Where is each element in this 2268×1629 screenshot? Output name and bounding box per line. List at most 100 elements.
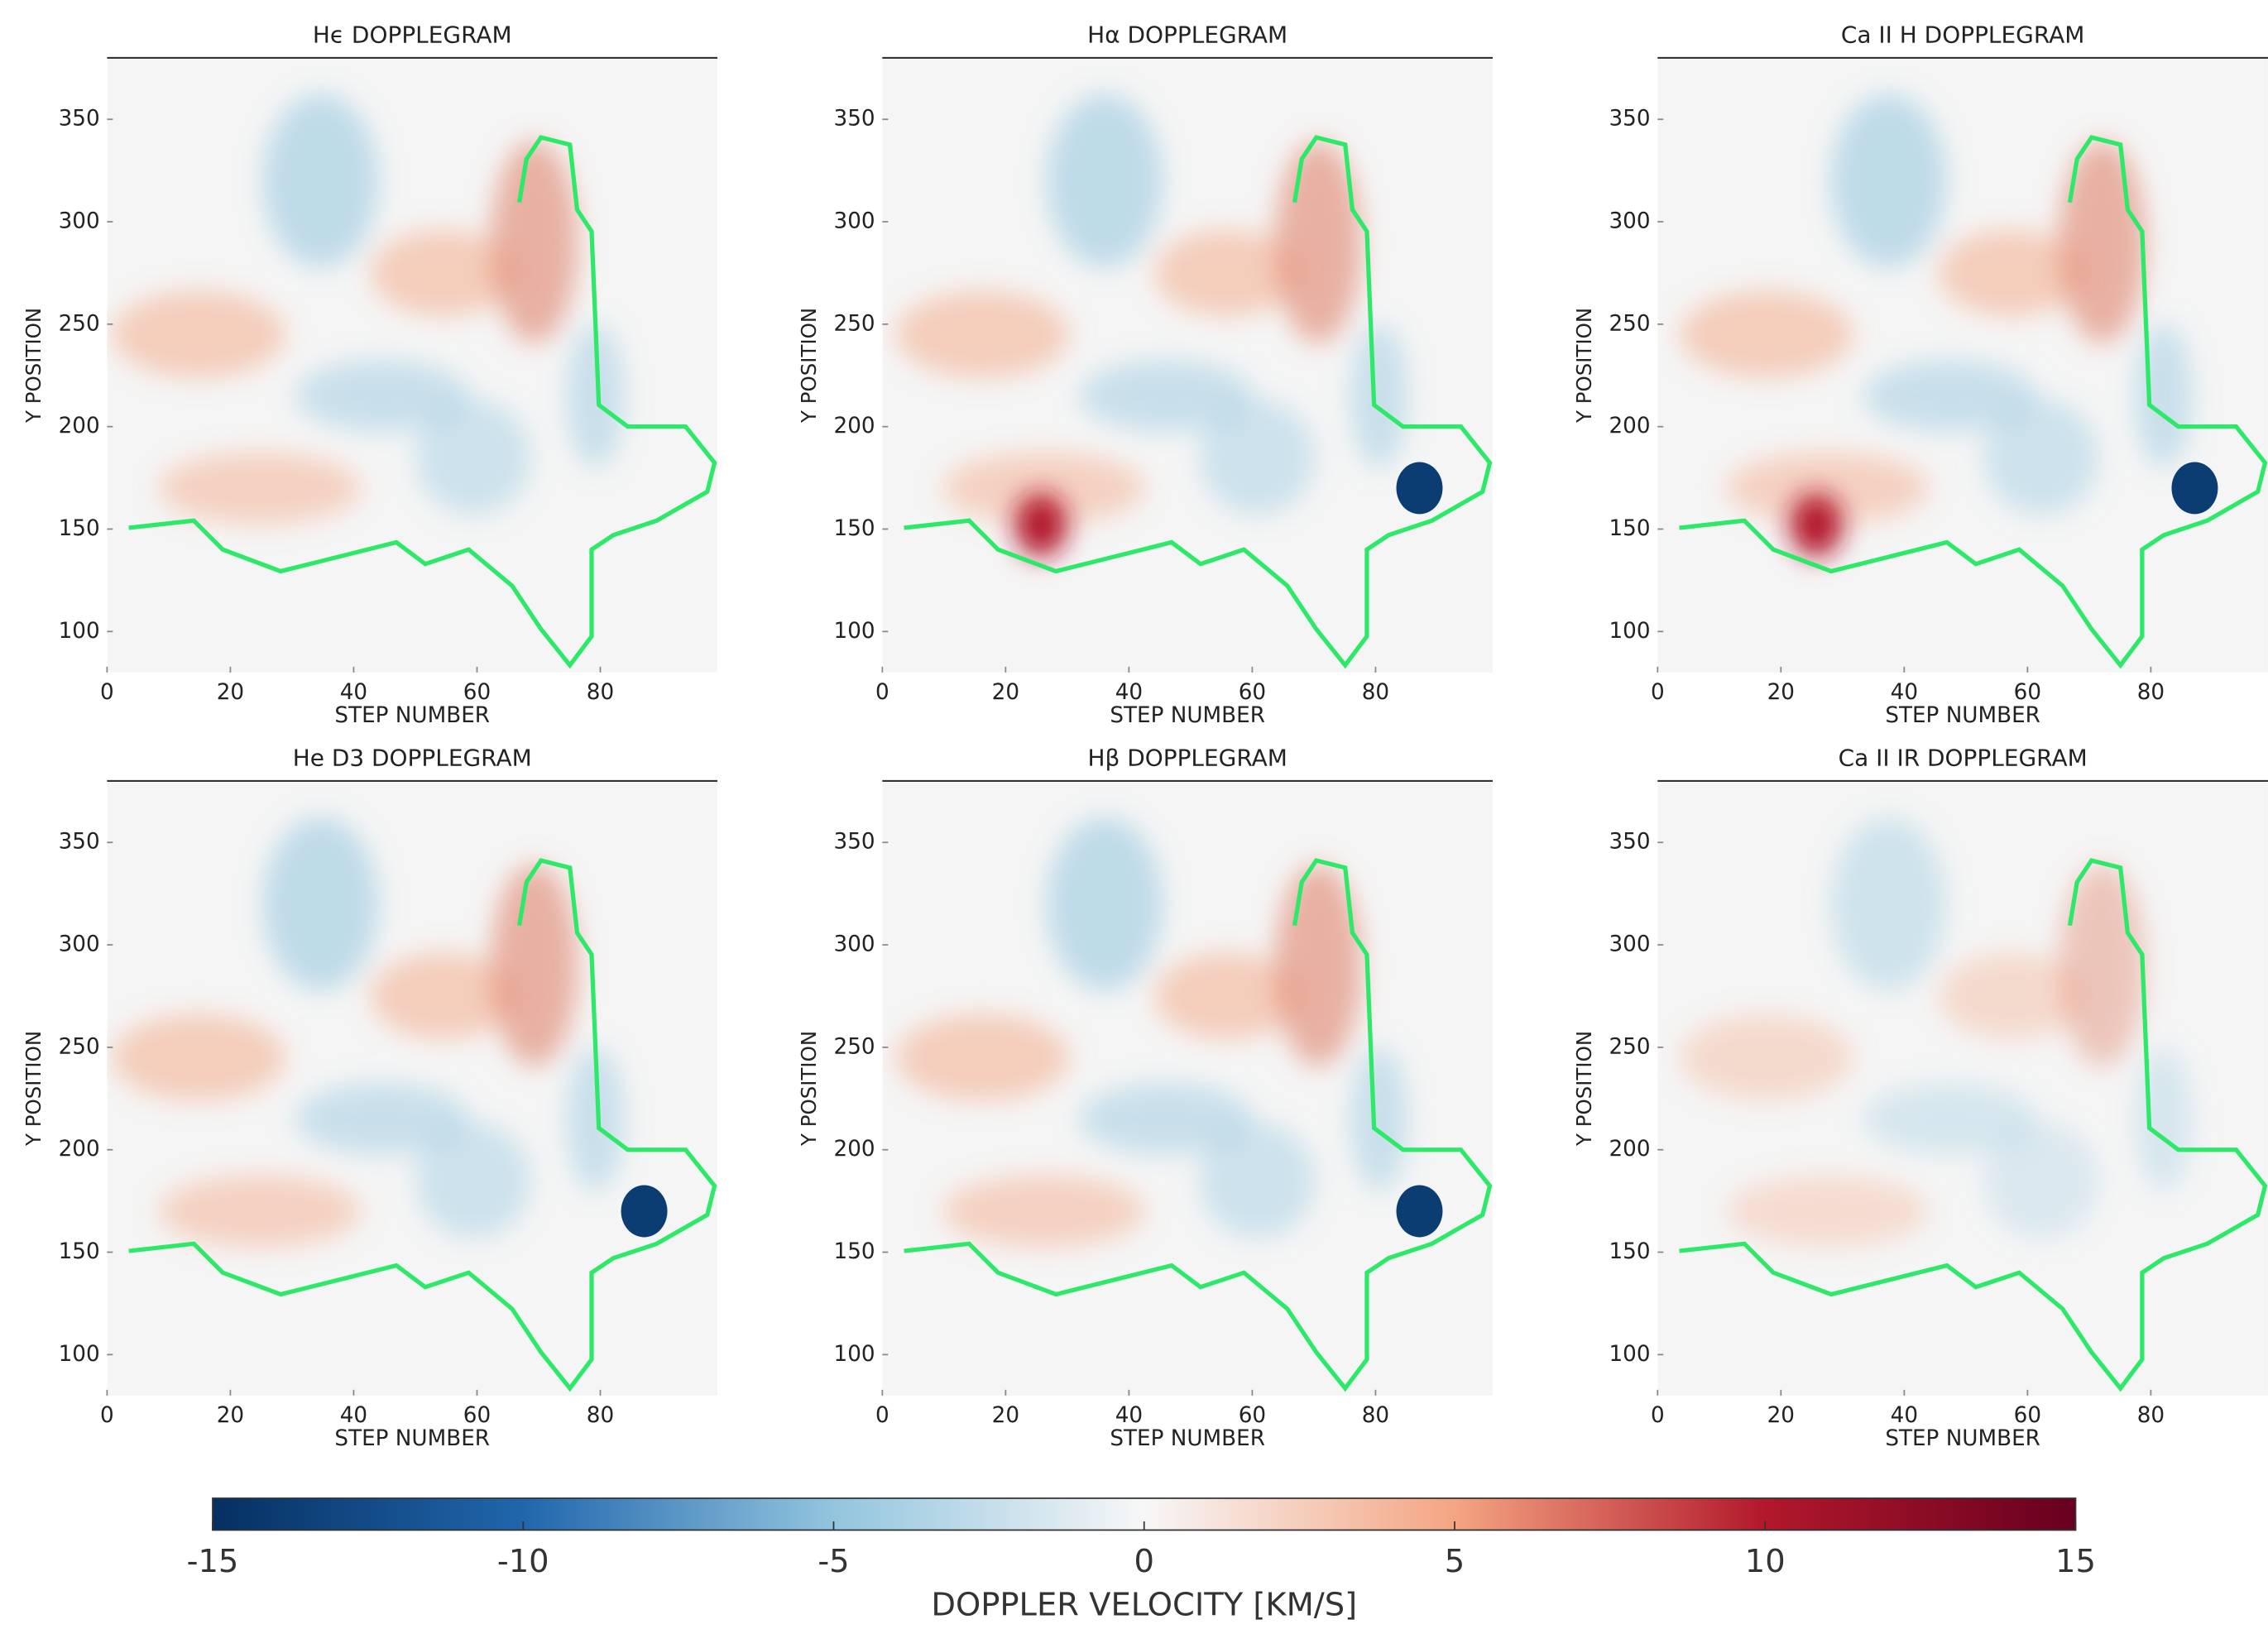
velocity-blob (1938, 952, 2083, 1040)
panel: Hϵ DOPPLEGRAM 0 20 40 60 80 100 150 200 250 300 350… (22, 22, 718, 728)
heatmap-image (882, 780, 1494, 1396)
y-tick-label: 350 (834, 830, 875, 855)
velocity-pattern (1680, 817, 2193, 1248)
velocity-blob (1154, 229, 1299, 317)
y-axis-label: Y POSITION (22, 308, 46, 424)
x-tick-label: 20 (1767, 680, 1795, 705)
x-tick-label: 20 (992, 1403, 1019, 1428)
velocity-blob (1863, 359, 2037, 433)
velocity-blob (1830, 817, 1947, 991)
y-tick-label: 200 (834, 1137, 875, 1162)
y-tick-label: 300 (1609, 209, 1651, 234)
velocity-blob (1983, 399, 2099, 515)
velocity-pattern (112, 817, 625, 1248)
velocity-blob (895, 1013, 1070, 1101)
x-axis-label: STEP NUMBER (1110, 1426, 1265, 1451)
y-tick-label: 100 (834, 1342, 875, 1367)
colorbar-tick-label: -15 (187, 1543, 239, 1580)
velocity-blob (2059, 864, 2146, 1067)
x-tick-label: 0 (100, 680, 114, 705)
y-tick-label: 250 (834, 311, 875, 336)
x-tick-label: 80 (2137, 1403, 2165, 1428)
strong-redshift (1790, 493, 1843, 557)
panel: Hα DOPPLEGRAM 0 20 40 60 80 100 150 200 250 300 350… (797, 22, 1494, 728)
y-tick-label: 300 (1609, 932, 1651, 957)
colorbar-tick-label: 10 (1745, 1543, 1786, 1580)
y-tick-label: 350 (59, 107, 100, 132)
y-tick-label: 200 (1609, 414, 1651, 438)
velocity-blob (370, 229, 515, 317)
velocity-blob (491, 141, 578, 344)
y-tick-label: 150 (834, 516, 875, 541)
velocity-blob (370, 952, 515, 1040)
y-tick-label: 100 (834, 619, 875, 644)
strong-blueshift (2171, 462, 2218, 515)
x-tick-label: 80 (587, 680, 614, 705)
x-tick-label: 40 (340, 1403, 367, 1428)
colorbar-tick-label: -10 (497, 1543, 549, 1580)
y-tick-label: 150 (1609, 1239, 1651, 1264)
y-tick-label: 250 (59, 1034, 100, 1059)
heatmap-image (882, 57, 1494, 673)
y-tick-label: 350 (59, 830, 100, 855)
velocity-blob (895, 290, 1070, 378)
x-axis-label: STEP NUMBER (1110, 703, 1265, 728)
y-tick-label: 150 (59, 1239, 100, 1264)
panel-title: Ca II IR DOPPLEGRAM (1839, 745, 2088, 772)
x-tick-label: 60 (463, 1403, 491, 1428)
y-tick-label: 250 (834, 1034, 875, 1059)
velocity-blob (1350, 323, 1408, 468)
y-tick-label: 300 (834, 209, 875, 234)
velocity-blob (1938, 229, 2083, 317)
velocity-blob (1680, 290, 1853, 378)
panel: Ca II IR DOPPLEGRAM 0 20 40 60 80 100 150 200 250… (1572, 745, 2268, 1451)
contour (904, 858, 1493, 1392)
x-tick-label: 40 (1891, 680, 1918, 705)
velocity-blob (1863, 1082, 2037, 1156)
y-tick-label: 300 (834, 932, 875, 957)
contour (1679, 858, 2268, 1392)
y-tick-label: 200 (59, 414, 100, 438)
x-tick-label: 80 (2137, 680, 2165, 705)
velocity-blob (2134, 1047, 2193, 1191)
y-tick-label: 150 (1609, 516, 1651, 541)
contour (1679, 135, 2268, 669)
x-tick-label: 0 (1651, 1403, 1665, 1428)
panel-title: He D3 DOPPLEGRAM (293, 745, 532, 772)
x-tick-label: 40 (1891, 1403, 1918, 1428)
strong-blueshift (1396, 462, 1443, 515)
velocity-blob (415, 399, 531, 515)
x-tick-label: 0 (875, 680, 889, 705)
velocity-blob (1830, 93, 1947, 268)
y-tick-label: 250 (59, 311, 100, 336)
velocity-blob (1726, 1175, 1930, 1248)
colorbar-tick-label: 5 (1445, 1543, 1465, 1580)
velocity-pattern (112, 93, 625, 525)
colorbar: -15 -10 -5 0 5 10 15 DOPPLER VELOCITY [KM/S] (187, 1497, 2096, 1624)
velocity-blob (415, 1122, 531, 1239)
x-tick-label: 0 (1651, 680, 1665, 705)
y-tick-label: 250 (1609, 311, 1651, 336)
x-tick-label: 60 (2014, 1403, 2041, 1428)
velocity-blob (1680, 1013, 1853, 1101)
velocity-blob (1726, 452, 1930, 525)
velocity-blob (1154, 952, 1299, 1040)
x-tick-label: 0 (100, 1403, 114, 1428)
y-tick-label: 300 (59, 209, 100, 234)
y-tick-label: 100 (59, 619, 100, 644)
y-tick-label: 150 (834, 1239, 875, 1264)
velocity-blob (566, 323, 625, 468)
velocity-blob (262, 93, 379, 268)
y-tick-label: 350 (1609, 107, 1651, 132)
y-axis-label: Y POSITION (797, 1031, 821, 1147)
x-tick-label: 80 (1362, 680, 1389, 705)
heatmap-image (107, 780, 718, 1396)
y-tick-label: 350 (834, 107, 875, 132)
y-axis-label: Y POSITION (22, 1031, 46, 1147)
contour (904, 135, 1493, 669)
velocity-blob (942, 1175, 1145, 1248)
velocity-blob (1078, 359, 1253, 433)
y-tick-label: 100 (1609, 1342, 1651, 1367)
panel: Ca II H DOPPLEGRAM 0 20 40 60 80 100 150 200 250 3… (1572, 22, 2268, 728)
